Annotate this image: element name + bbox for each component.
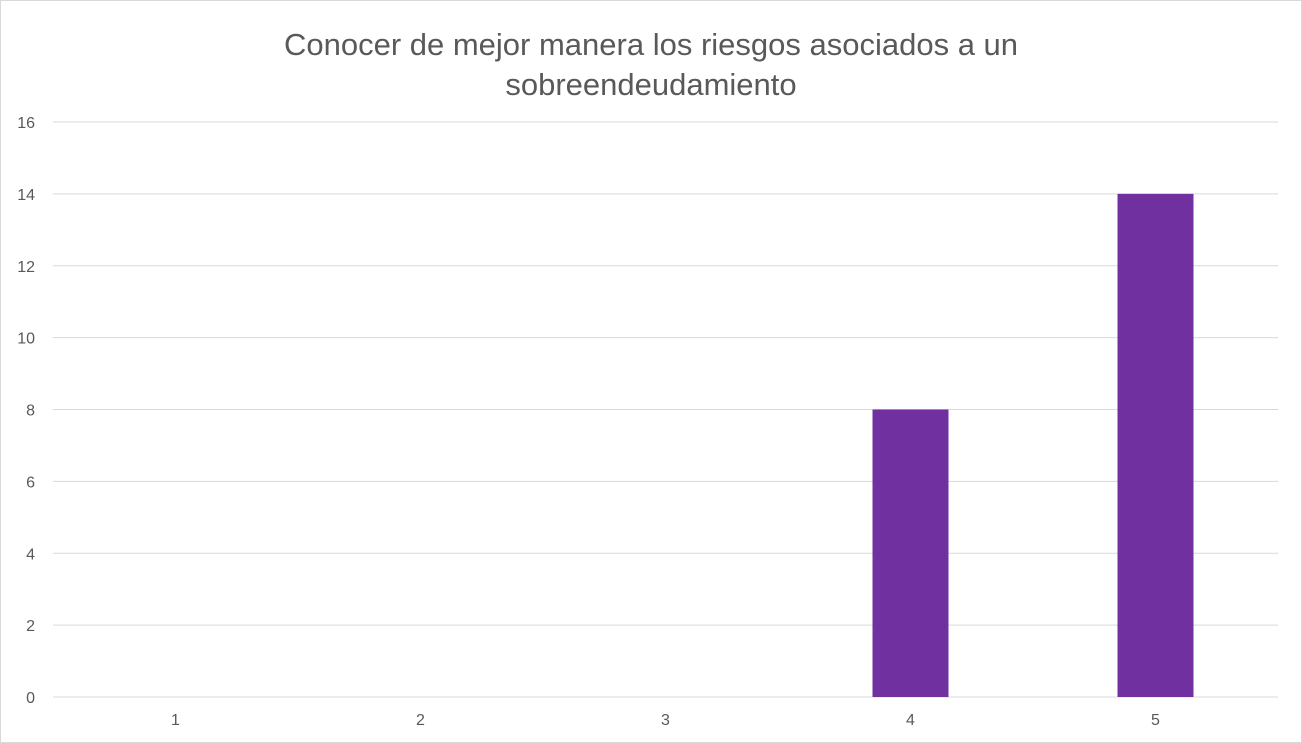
y-tick-label-14: 14 <box>17 187 35 204</box>
chart-title-line-1: Conocer de mejor manera los riesgos asoc… <box>283 27 1019 62</box>
y-tick-label-12: 12 <box>17 259 35 276</box>
y-tick-label-16: 16 <box>17 115 35 132</box>
y-tick-label-8: 8 <box>26 403 35 420</box>
y-tick-label-0: 0 <box>26 690 35 707</box>
x-tick-label-4: 4 <box>906 712 915 729</box>
x-tick-label-2: 2 <box>416 712 425 729</box>
chart-title-line-2: sobreendeudamiento <box>505 67 797 102</box>
y-tick-label-10: 10 <box>17 331 35 348</box>
y-tick-label-4: 4 <box>26 546 35 563</box>
x-tick-label-1: 1 <box>171 712 180 729</box>
bar-5 <box>1117 193 1194 697</box>
bar-4 <box>872 409 949 697</box>
y-tick-label-2: 2 <box>26 618 35 635</box>
x-tick-label-5: 5 <box>1151 712 1160 729</box>
y-tick-label-6: 6 <box>26 474 35 491</box>
chart-title: Conocer de mejor manera los riesgos asoc… <box>1 25 1301 105</box>
x-tick-label-3: 3 <box>661 712 670 729</box>
